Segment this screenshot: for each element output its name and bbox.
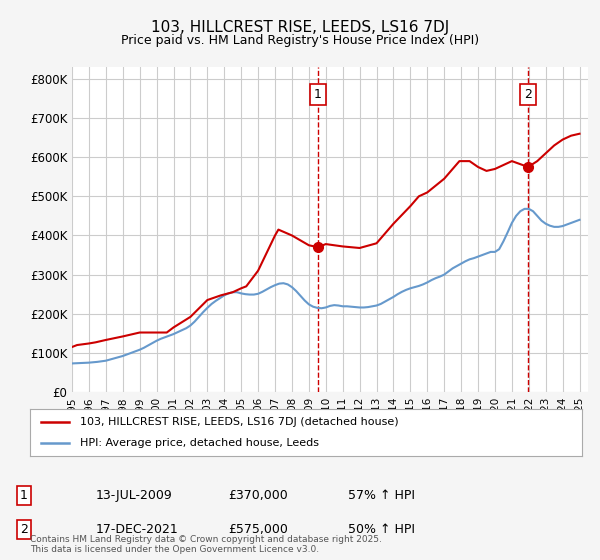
Text: 50% ↑ HPI: 50% ↑ HPI	[348, 522, 415, 536]
Text: Contains HM Land Registry data © Crown copyright and database right 2025.
This d: Contains HM Land Registry data © Crown c…	[30, 535, 382, 554]
Text: 1: 1	[20, 489, 28, 502]
Text: 103, HILLCREST RISE, LEEDS, LS16 7DJ: 103, HILLCREST RISE, LEEDS, LS16 7DJ	[151, 20, 449, 35]
Text: 2: 2	[20, 522, 28, 536]
Text: £575,000: £575,000	[228, 522, 288, 536]
Text: 103, HILLCREST RISE, LEEDS, LS16 7DJ (detached house): 103, HILLCREST RISE, LEEDS, LS16 7DJ (de…	[80, 417, 398, 427]
Text: 2: 2	[524, 88, 532, 101]
Text: HPI: Average price, detached house, Leeds: HPI: Average price, detached house, Leed…	[80, 438, 319, 448]
Text: 1: 1	[314, 88, 322, 101]
Text: 13-JUL-2009: 13-JUL-2009	[96, 489, 173, 502]
Text: £370,000: £370,000	[228, 489, 288, 502]
Text: 17-DEC-2021: 17-DEC-2021	[96, 522, 179, 536]
Text: Price paid vs. HM Land Registry's House Price Index (HPI): Price paid vs. HM Land Registry's House …	[121, 34, 479, 46]
Text: 57% ↑ HPI: 57% ↑ HPI	[348, 489, 415, 502]
